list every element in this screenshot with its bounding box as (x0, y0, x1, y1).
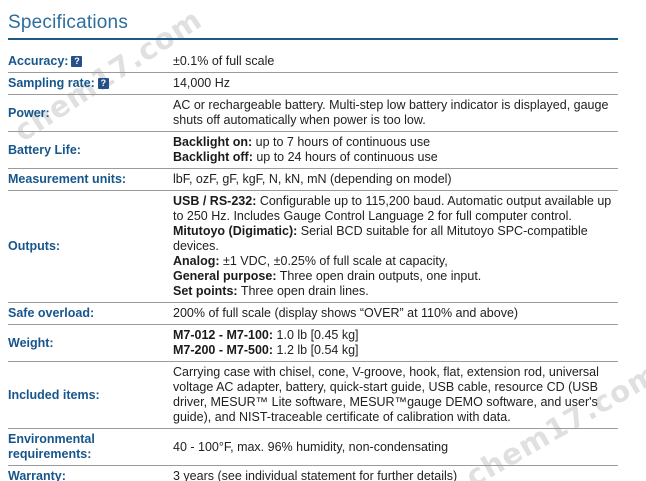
spec-label: Safe overload: (8, 303, 173, 325)
spec-row: Environmental requirements: 40 - 100°F, m… (8, 429, 618, 466)
spec-label-text: Warranty: (8, 469, 66, 481)
spec-row: Battery Life: Backlight on: up to 7 hours… (8, 132, 618, 169)
spec-value-line: Carrying case with chisel, cone, V-groov… (173, 365, 599, 424)
spec-label-text: Measurement units: (8, 172, 127, 186)
spec-value-line: ±0.1% of full scale (173, 54, 275, 68)
spec-value-line: 40 - 100°F, max. 96% humidity, non-conde… (173, 439, 449, 454)
spec-value-line: 200% of full scale (display shows “OVER”… (173, 306, 519, 320)
spec-row: Outputs: USB / RS-232: Configurable up to… (8, 191, 618, 303)
spec-row: Accuracy:? ±0.1% of full scale (8, 51, 618, 73)
spec-label: Outputs: (8, 191, 173, 303)
spec-value-line: Backlight on: up to 7 hours of continuou… (173, 135, 431, 149)
spec-row: Measurement units: lbF, ozF, gF, kgF, N, … (8, 169, 618, 191)
spec-value: USB / RS-232: Configurable up to 115,200… (173, 191, 618, 303)
spec-label-text: Accuracy: (8, 54, 69, 68)
spec-value: AC or rechargeable battery. Multi-step l… (173, 95, 618, 132)
spec-value: 40 - 100°F, max. 96% humidity, non-conde… (173, 429, 618, 466)
spec-value-line: USB / RS-232: Configurable up to 115,200… (173, 194, 612, 223)
spec-row: Included items: Carrying case with chisel… (8, 362, 618, 429)
page-title: Specifications (8, 12, 129, 33)
spec-value: M7-012 - M7-100: 1.0 lb [0.45 kg] M7-200 … (173, 325, 618, 362)
spec-row: Warranty: 3 years (see individual stateme… (8, 466, 618, 481)
spec-value: lbF, ozF, gF, kgF, N, kN, mN (depending … (173, 169, 618, 191)
spec-row: Weight: M7-012 - M7-100: 1.0 lb [0.45 kg]… (8, 325, 618, 362)
spec-label-text: Included items: (8, 387, 100, 402)
title-divider (8, 38, 618, 40)
content-area: Specifications Accuracy:? ±0.1% of full s… (8, 12, 618, 481)
specifications-table: Accuracy:? ±0.1% of full scale Sampling ra… (8, 51, 618, 481)
spec-label-text: Safe overload: (8, 306, 95, 320)
spec-row: Power: AC or rechargeable battery. Multi-… (8, 95, 618, 132)
spec-label: Environmental requirements: (8, 429, 173, 466)
help-icon[interactable]: ? (71, 56, 83, 67)
spec-label-text: Sampling rate: (8, 76, 95, 90)
spec-label: Measurement units: (8, 169, 173, 191)
spec-value: 200% of full scale (display shows “OVER”… (173, 303, 618, 325)
spec-value-line: Backlight off: up to 24 hours of continu… (173, 150, 438, 164)
spec-value-line: lbF, ozF, gF, kgF, N, kN, mN (depending … (173, 172, 452, 186)
spec-value-line: 14,000 Hz (173, 76, 230, 90)
spec-value: 14,000 Hz (173, 73, 618, 95)
spec-label: Included items: (8, 362, 173, 429)
spec-label-text: Battery Life: (8, 142, 81, 157)
spec-value-line: M7-012 - M7-100: 1.0 lb [0.45 kg] (173, 328, 359, 342)
spec-label-text: Weight: (8, 335, 54, 350)
spec-label: Power: (8, 95, 173, 132)
spec-value: Backlight on: up to 7 hours of continuou… (173, 132, 618, 169)
spec-row: Safe overload: 200% of full scale (displa… (8, 303, 618, 325)
spec-value-line: M7-200 - M7-500: 1.2 lb [0.54 kg] (173, 343, 359, 357)
spec-value: Carrying case with chisel, cone, V-groov… (173, 362, 618, 429)
spec-value: 3 years (see individual statement for fu… (173, 466, 618, 481)
spec-value-line: AC or rechargeable battery. Multi-step l… (173, 98, 609, 127)
spec-value-line: Set points: Three open drain lines. (173, 284, 369, 298)
spec-row: Sampling rate:? 14,000 Hz (8, 73, 618, 95)
spec-value-line: General purpose: Three open drain output… (173, 269, 482, 283)
spec-label-text: Power: (8, 105, 50, 120)
help-icon[interactable]: ? (97, 78, 109, 89)
spec-label: Battery Life: (8, 132, 173, 169)
spec-value-line: Analog: ±1 VDC, ±0.25% of full scale at … (173, 254, 448, 268)
spec-label: Warranty: (8, 466, 173, 481)
spec-label-text: Outputs: (8, 239, 61, 253)
spec-value-line: Mitutoyo (Digimatic): Serial BCD suitabl… (173, 224, 588, 253)
spec-label: Sampling rate:? (8, 73, 173, 95)
spec-label-text: Environmental requirements: (8, 432, 95, 461)
spec-value-line: 3 years (see individual statement for fu… (173, 469, 458, 481)
spec-label: Weight: (8, 325, 173, 362)
spec-value: ±0.1% of full scale (173, 51, 618, 73)
spec-label: Accuracy:? (8, 51, 173, 73)
